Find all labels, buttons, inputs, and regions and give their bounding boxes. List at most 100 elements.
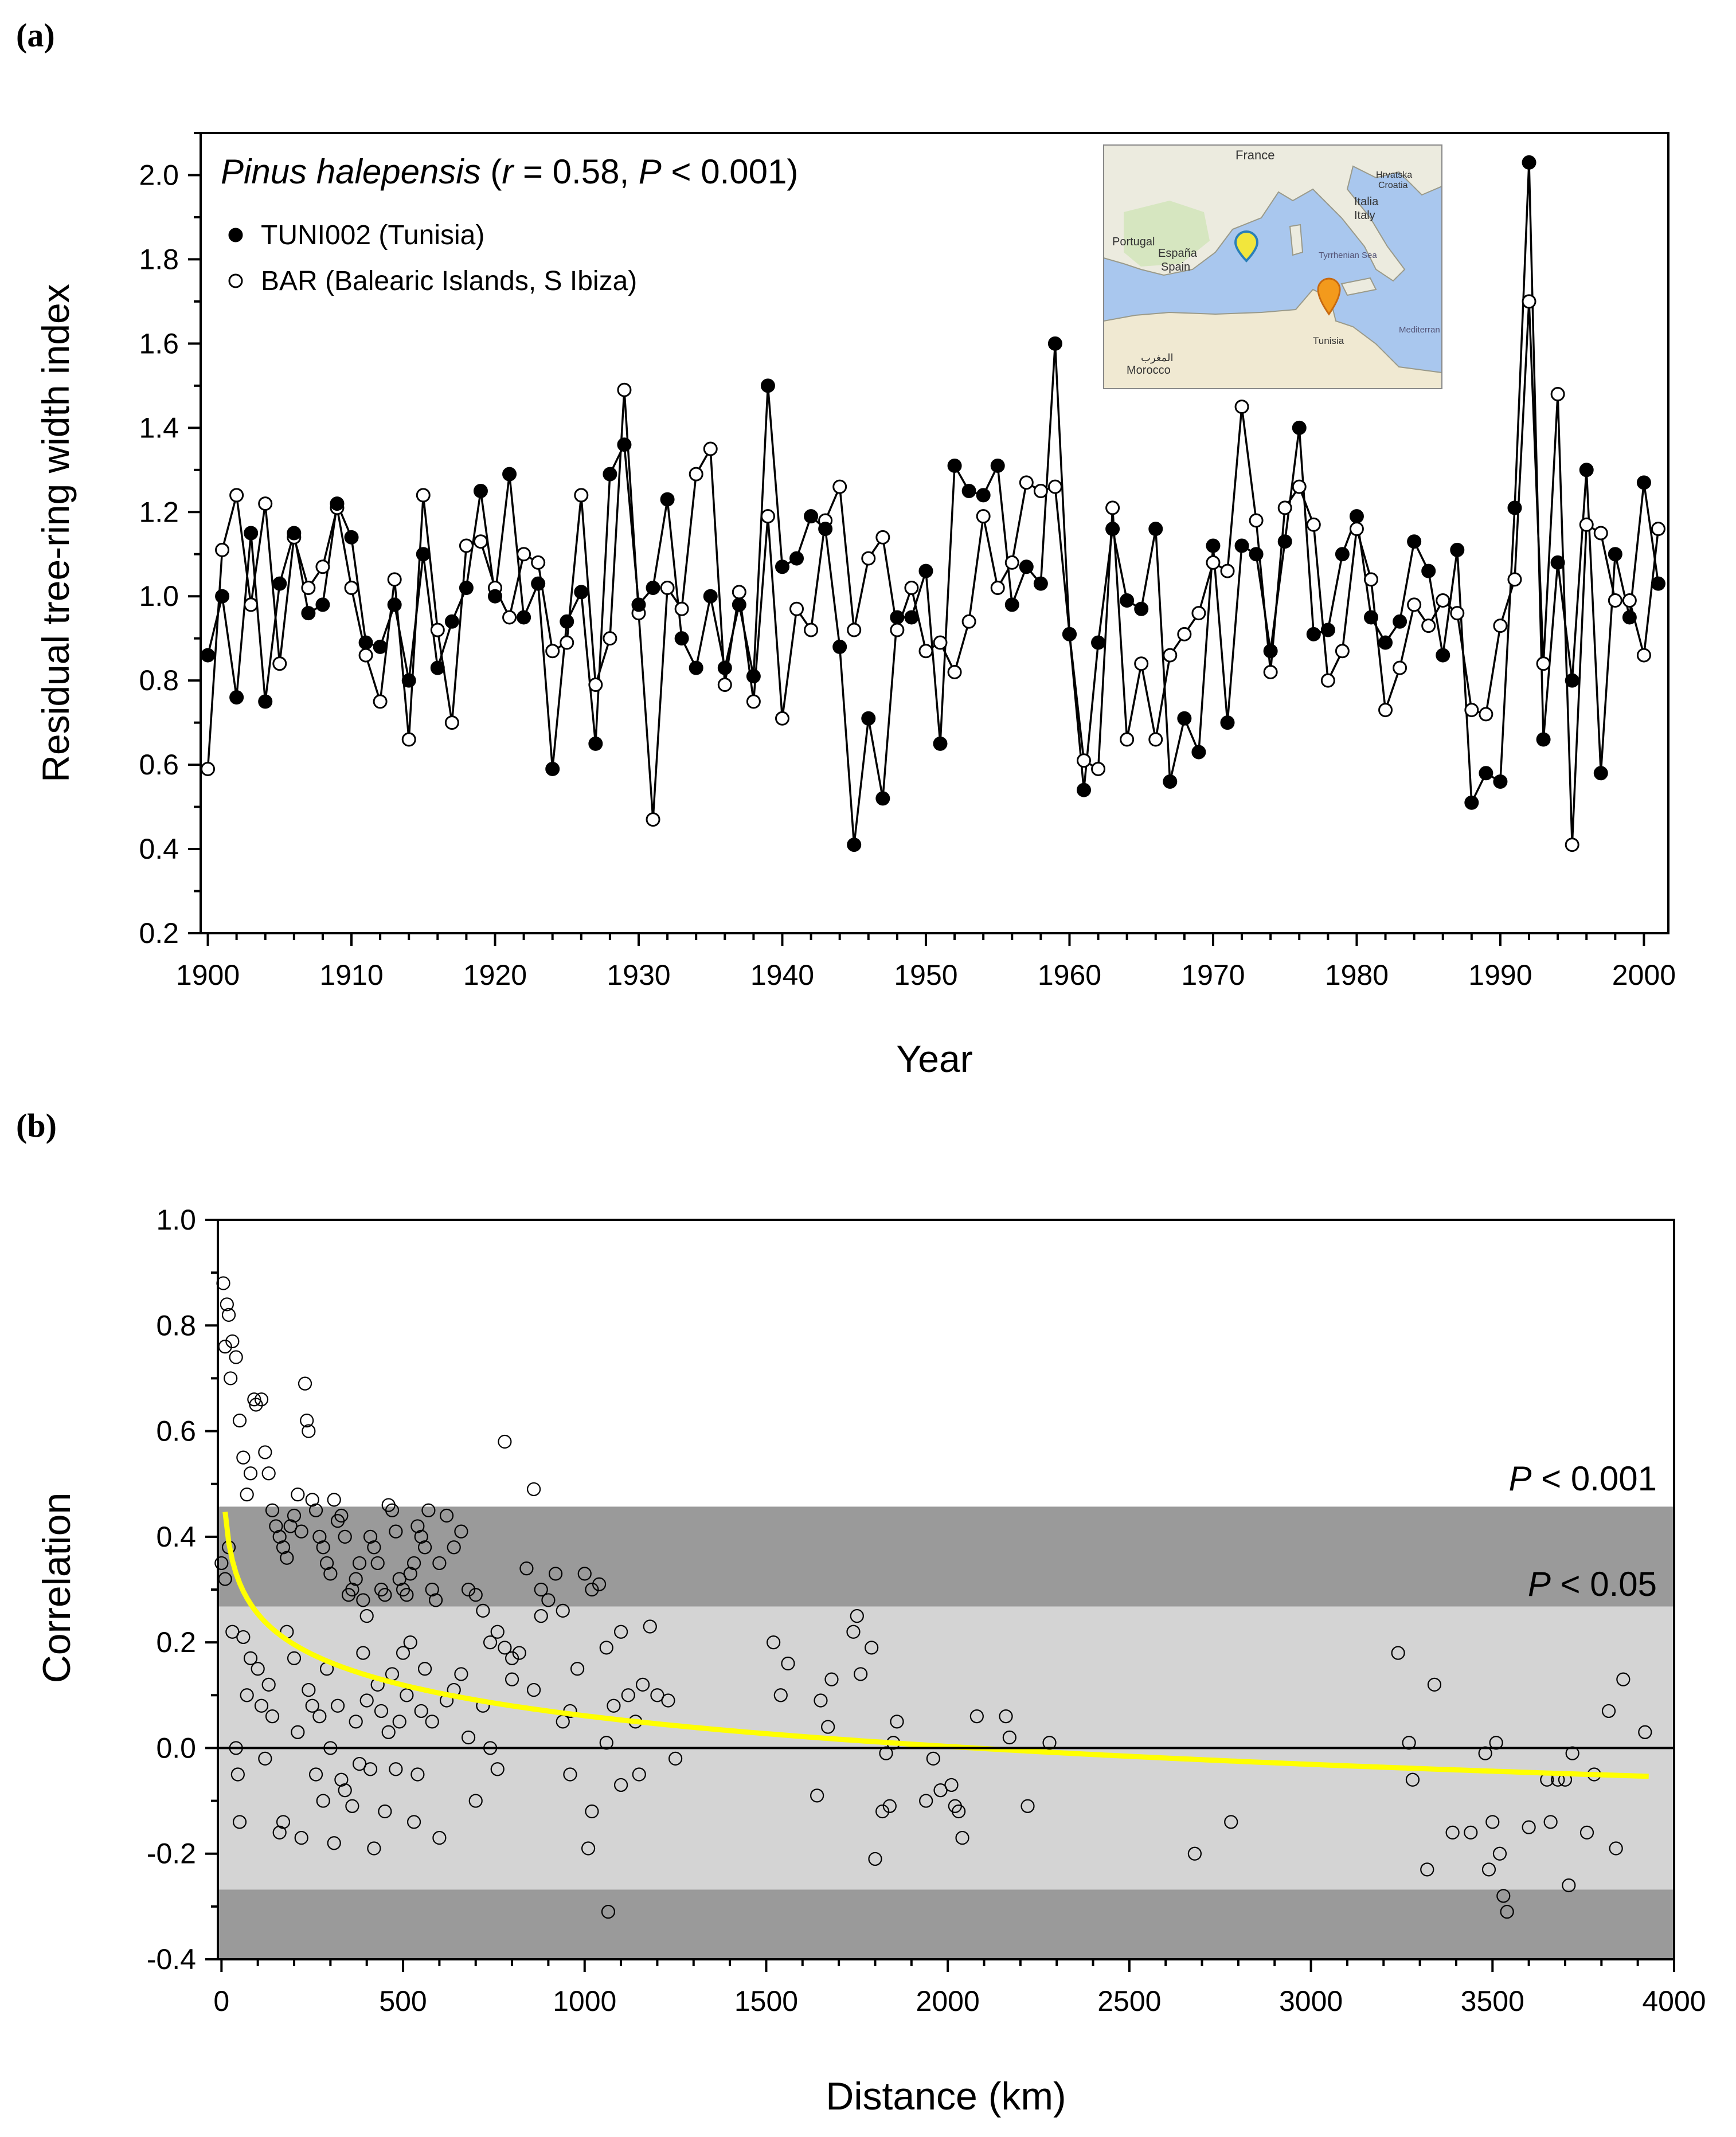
- band-label-p05: P < 0.05: [1528, 1565, 1657, 1603]
- a-point-tuni: [1651, 576, 1665, 591]
- b-point: [392, 1715, 406, 1729]
- a-point-tuni: [1148, 522, 1163, 537]
- b-point: [265, 1709, 280, 1724]
- a-plot-frame: [200, 132, 1669, 934]
- a-point-bar: [531, 555, 546, 570]
- map-label-almaghrib: المغرب: [1141, 352, 1173, 364]
- b-point: [254, 1392, 269, 1407]
- b-point: [323, 1567, 338, 1581]
- b-point: [378, 1588, 392, 1602]
- b-point: [225, 1625, 240, 1639]
- b-point: [385, 1667, 400, 1681]
- a-point-tuni: [1421, 563, 1436, 578]
- map-europe-land: [1104, 145, 1442, 282]
- b-point: [890, 1715, 904, 1729]
- a-series-tuni-line: [206, 162, 1660, 845]
- b-point: [287, 1508, 302, 1523]
- a-point-bar: [1206, 555, 1221, 570]
- b-point: [461, 1582, 476, 1597]
- band-middle-ns: [218, 1606, 1674, 1890]
- a-title-species: Pinus halepensis: [221, 152, 481, 191]
- a-point-bar: [890, 623, 905, 637]
- b-point: [392, 1572, 406, 1586]
- b-scatter-points: [214, 1276, 1652, 1919]
- a-x-tick-label: 1940: [750, 959, 814, 991]
- a-point-bar: [258, 496, 273, 511]
- map-sea: [1104, 145, 1442, 389]
- b-point: [1485, 1815, 1500, 1829]
- b-point: [367, 1540, 381, 1555]
- b-point: [668, 1751, 683, 1766]
- b-point: [214, 1556, 229, 1571]
- a-point-bar: [215, 542, 230, 557]
- b-point: [236, 1450, 251, 1465]
- map-label-hrvatska: Hrvatska: [1376, 170, 1412, 180]
- a-title: Pinus halepensis (r = 0.58, P < 0.001): [221, 152, 798, 191]
- a-point-bar: [1407, 597, 1422, 612]
- b-point: [327, 1836, 341, 1850]
- a-point-bar: [1220, 563, 1235, 578]
- b-point: [865, 1641, 879, 1655]
- a-x-tick-label: 1900: [176, 959, 240, 991]
- b-point: [359, 1608, 374, 1623]
- a-y-tick-label: 2.0: [139, 159, 179, 191]
- b-x-tick-label: 1500: [734, 1985, 798, 2017]
- a-point-bar: [1134, 656, 1149, 671]
- inset-map: France Hrvatska Croatia Italia Italy Por…: [1103, 144, 1442, 389]
- b-point: [258, 1445, 272, 1459]
- a-point-tuni: [631, 597, 646, 612]
- b-point: [1562, 1878, 1576, 1893]
- b-point: [601, 1904, 616, 1919]
- b-point: [334, 1772, 349, 1787]
- b-point: [406, 1815, 421, 1829]
- b-point: [933, 1783, 948, 1798]
- b-point: [352, 1756, 367, 1771]
- band-lower-p001: [218, 1889, 1674, 1959]
- band-label-p001-rest: < 0.001: [1531, 1459, 1657, 1498]
- b-point: [261, 1466, 276, 1481]
- b-point: [265, 1503, 280, 1517]
- a-point-bar: [373, 694, 388, 709]
- b-point: [356, 1593, 370, 1607]
- panel-b-label: (b): [16, 1107, 57, 1144]
- a-point-tuni: [1622, 610, 1637, 625]
- a-point-bar: [1536, 656, 1551, 671]
- b-point: [327, 1493, 341, 1507]
- b-point: [948, 1799, 962, 1813]
- a-point-bar: [444, 715, 459, 730]
- b-point: [1522, 1820, 1536, 1834]
- b-point: [483, 1741, 498, 1755]
- b-y-tick-label: 0.8: [156, 1309, 196, 1341]
- a-point-tuni: [760, 378, 775, 393]
- b-point: [287, 1651, 302, 1665]
- a-point-bar: [1550, 387, 1565, 402]
- a-point-bar: [1263, 664, 1278, 679]
- a-series-markers: [201, 155, 1665, 852]
- a-point-bar: [775, 711, 789, 726]
- band-label-p05-rest: < 0.05: [1551, 1565, 1657, 1603]
- b-point: [258, 1751, 272, 1766]
- b-point: [316, 1540, 330, 1555]
- map-label-portugal: Portugal: [1112, 236, 1155, 248]
- a-point-bar: [1450, 606, 1465, 621]
- legend-open-marker: [228, 273, 243, 288]
- a-point-bar: [804, 623, 819, 637]
- a-point-tuni: [1565, 673, 1579, 688]
- b-point: [643, 1619, 657, 1634]
- b-point: [374, 1704, 389, 1719]
- a-point-tuni: [502, 467, 517, 482]
- b-point: [341, 1588, 356, 1602]
- b-point: [218, 1340, 232, 1354]
- b-point: [439, 1693, 454, 1708]
- a-ylabel: Residual tree-ring width index: [34, 284, 77, 782]
- a-point-tuni: [1378, 635, 1393, 650]
- b-point: [439, 1508, 454, 1523]
- a-point-bar: [201, 761, 216, 776]
- a-point-tuni: [717, 660, 732, 675]
- a-series-bar-line: [206, 301, 1660, 845]
- b-point: [875, 1804, 890, 1819]
- b-point: [454, 1667, 468, 1681]
- b-point: [534, 1582, 548, 1597]
- a-point-tuni: [1134, 601, 1149, 616]
